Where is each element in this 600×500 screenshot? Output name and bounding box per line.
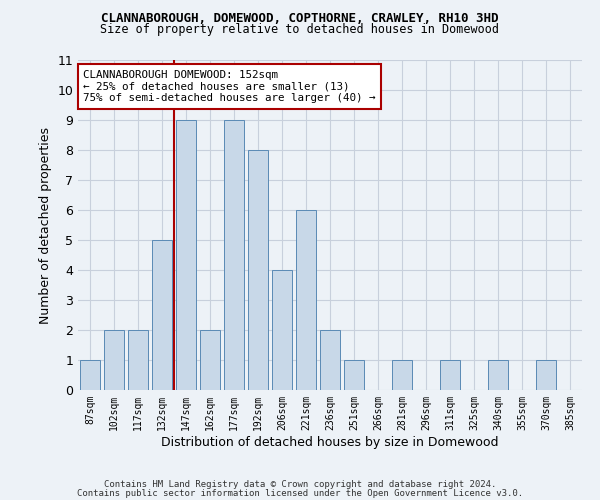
Bar bbox=[176, 120, 196, 390]
Bar bbox=[200, 330, 220, 390]
Bar bbox=[104, 330, 124, 390]
Bar bbox=[344, 360, 364, 390]
Bar bbox=[488, 360, 508, 390]
Bar bbox=[224, 120, 244, 390]
Bar bbox=[128, 330, 148, 390]
Bar bbox=[392, 360, 412, 390]
X-axis label: Distribution of detached houses by size in Domewood: Distribution of detached houses by size … bbox=[161, 436, 499, 448]
Bar bbox=[80, 360, 100, 390]
Text: Size of property relative to detached houses in Domewood: Size of property relative to detached ho… bbox=[101, 22, 499, 36]
Text: Contains public sector information licensed under the Open Government Licence v3: Contains public sector information licen… bbox=[77, 489, 523, 498]
Bar bbox=[152, 240, 172, 390]
Bar bbox=[296, 210, 316, 390]
Text: CLANNABOROUGH, DOMEWOOD, COPTHORNE, CRAWLEY, RH10 3HD: CLANNABOROUGH, DOMEWOOD, COPTHORNE, CRAW… bbox=[101, 12, 499, 26]
Bar bbox=[248, 150, 268, 390]
Y-axis label: Number of detached properties: Number of detached properties bbox=[39, 126, 52, 324]
Bar bbox=[536, 360, 556, 390]
Text: CLANNABOROUGH DOMEWOOD: 152sqm
← 25% of detached houses are smaller (13)
75% of : CLANNABOROUGH DOMEWOOD: 152sqm ← 25% of … bbox=[83, 70, 376, 103]
Bar bbox=[320, 330, 340, 390]
Bar bbox=[440, 360, 460, 390]
Bar bbox=[272, 270, 292, 390]
Text: Contains HM Land Registry data © Crown copyright and database right 2024.: Contains HM Land Registry data © Crown c… bbox=[104, 480, 496, 489]
